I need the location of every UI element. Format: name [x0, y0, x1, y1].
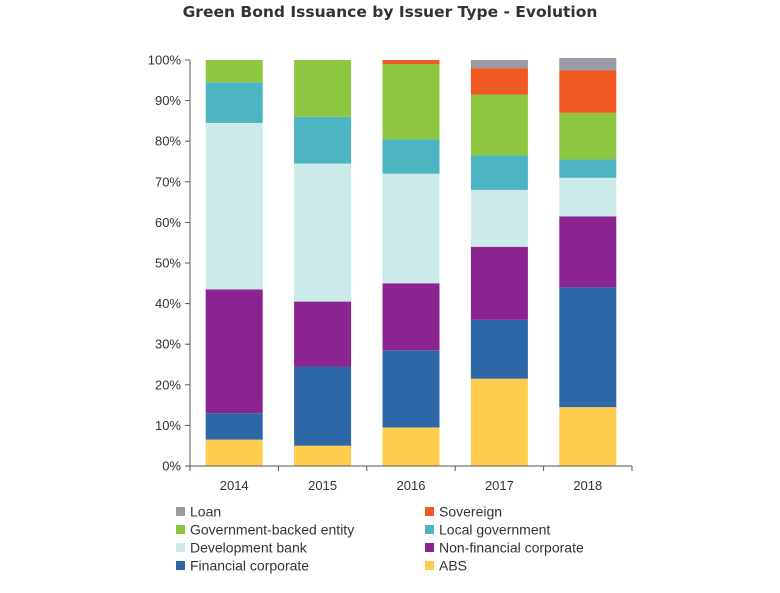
bar-segment-2018-non-financial-corporate [559, 216, 617, 288]
bar-segment-2017-financial-corporate [470, 319, 528, 379]
bar-segment-2015-government-backed-entity [294, 60, 352, 117]
bar-segment-2015-non-financial-corporate [294, 301, 352, 367]
bar-segment-2016-local-government [382, 139, 440, 174]
bar-segment-2014-local-government [205, 82, 263, 123]
legend-label-non-financial-corporate: Non-financial corporate [439, 540, 584, 556]
x-tick-label: 2014 [220, 478, 249, 493]
legend-label-abs: ABS [439, 558, 467, 574]
legend-label-financial-corporate: Financial corporate [190, 558, 309, 574]
y-tick-label: 60% [155, 215, 181, 230]
legend-swatch-sovereign [425, 507, 434, 516]
legend-label-local-government: Local government [439, 522, 550, 538]
legend-swatch-local-government [425, 525, 434, 534]
bar-segment-2018-financial-corporate [559, 287, 617, 408]
bar-segment-2016-sovereign [382, 60, 440, 65]
bar-segment-2014-financial-corporate [205, 413, 263, 440]
bar-segment-2017-non-financial-corporate [470, 246, 528, 320]
bar-segment-2018-local-government [559, 159, 617, 178]
chart-title: Green Bond Issuance by Issuer Type - Evo… [182, 3, 598, 21]
y-tick-label: 40% [155, 296, 181, 311]
y-tick-label: 10% [155, 418, 181, 433]
legend-swatch-development-bank [176, 543, 185, 552]
bar-segment-2018-government-backed-entity [559, 112, 617, 160]
bar-segment-2014-non-financial-corporate [205, 289, 263, 414]
bar-segment-2018-sovereign [559, 70, 617, 113]
bar-segment-2016-non-financial-corporate [382, 283, 440, 351]
y-tick-label: 50% [155, 256, 181, 271]
bar-segment-2016-development-bank [382, 173, 440, 284]
bar-segment-2018-development-bank [559, 177, 617, 217]
bar-segment-2018-loan [559, 57, 617, 71]
y-axis: 0% 10% 20% 30% 40% 50% 60% 70% 80% 90% 100% [148, 53, 191, 474]
bar-segment-2014-government-backed-entity [205, 60, 263, 83]
legend-label-government-backed-entity: Government-backed entity [190, 522, 354, 538]
bar-segment-2015-financial-corporate [294, 366, 352, 446]
bar-segment-2017-government-backed-entity [470, 94, 528, 156]
legend-swatch-non-financial-corporate [425, 543, 434, 552]
x-axis: 2014 2015 2016 2017 2018 [189, 465, 633, 493]
y-tick-label: 90% [155, 93, 181, 108]
legend-swatch-abs [425, 561, 434, 570]
bar-segment-2015-development-bank [294, 163, 352, 302]
bar-segment-2016-government-backed-entity [382, 64, 440, 140]
legend-swatch-loan [176, 507, 185, 516]
legend-label-sovereign: Sovereign [439, 504, 502, 520]
bar-segment-2017-abs [470, 378, 528, 466]
legend-label-loan: Loan [190, 504, 221, 520]
legend-swatch-government-backed-entity [176, 525, 185, 534]
bar-segment-2016-abs [382, 427, 440, 466]
bar-segment-2017-local-government [470, 155, 528, 190]
bars [205, 57, 617, 466]
bar-segment-2018-abs [559, 407, 617, 466]
y-tick-label: 30% [155, 337, 181, 352]
y-tick-label: 100% [148, 53, 182, 68]
x-tick-label: 2016 [397, 478, 426, 493]
bar-segment-2015-abs [294, 445, 352, 466]
y-tick-label: 80% [155, 134, 181, 149]
bar-segment-2015-local-government [294, 116, 352, 164]
y-tick-label: 20% [155, 377, 181, 392]
y-tick-label: 70% [155, 174, 181, 189]
x-tick-label: 2017 [485, 478, 514, 493]
legend-label-development-bank: Development bank [190, 540, 308, 556]
x-tick-label: 2018 [573, 478, 602, 493]
bar-segment-2017-development-bank [470, 189, 528, 247]
bar-segment-2017-loan [470, 60, 528, 69]
bar-segment-2014-development-bank [205, 122, 263, 290]
bar-segment-2016-financial-corporate [382, 350, 440, 428]
bar-segment-2017-sovereign [470, 68, 528, 95]
x-tick-label: 2015 [308, 478, 337, 493]
y-tick-label: 0% [162, 459, 181, 474]
legend-swatch-financial-corporate [176, 561, 185, 570]
bar-segment-2014-abs [205, 439, 263, 466]
legend: Loan Sovereign Government-backed entity Loc… [176, 504, 584, 574]
